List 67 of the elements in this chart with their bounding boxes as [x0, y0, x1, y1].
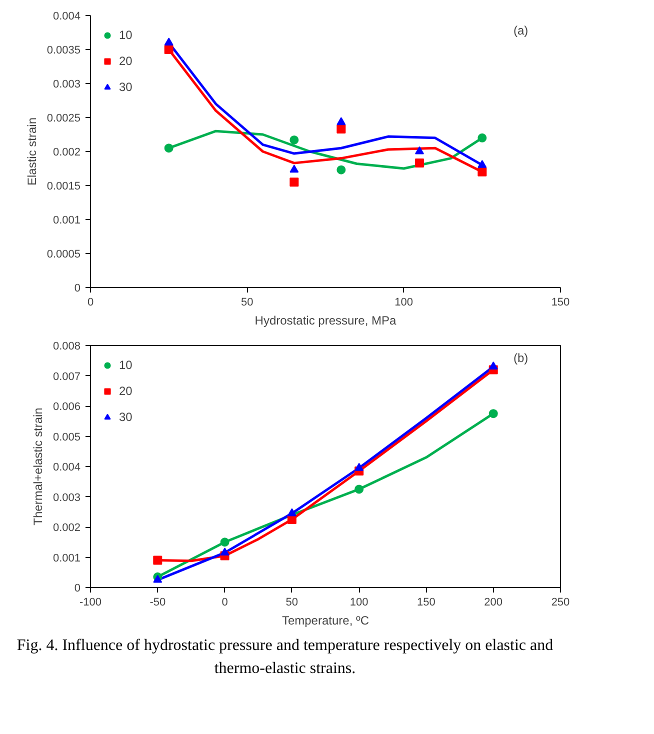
x-tick-label: 0: [87, 296, 94, 308]
y-axis-title: Elastic strain: [24, 117, 39, 186]
x-tick-label: 200: [484, 596, 503, 608]
y-tick-label: 0.001: [52, 214, 81, 226]
point: [478, 167, 487, 176]
x-tick-label: -50: [150, 596, 166, 608]
point: [164, 45, 174, 54]
point: [164, 144, 174, 153]
legend-label: 10: [119, 358, 134, 372]
legend-label: 20: [119, 384, 134, 398]
y-tick-label: 0: [74, 582, 81, 594]
point: [488, 362, 498, 370]
point: [336, 117, 346, 126]
y-tick-label: 0.002: [52, 522, 81, 534]
point: [290, 164, 299, 173]
y-tick-label: 0.003: [52, 492, 81, 504]
point: [220, 538, 230, 547]
annotation: (b): [514, 350, 528, 365]
point: [220, 548, 230, 556]
point: [287, 514, 296, 524]
point: [488, 409, 498, 418]
y-tick-label: 0.0015: [46, 180, 81, 192]
y-tick-label: 0.0035: [46, 44, 81, 56]
x-tick-label: 100: [394, 296, 414, 308]
y-tick-label: 0.004: [52, 10, 81, 22]
y-tick-label: 0.0025: [46, 112, 81, 124]
y-tick-label: 0.0005: [46, 248, 81, 260]
x-axis-title: Hydrostatic pressure, MPa: [254, 314, 397, 328]
y-tick-label: 0.008: [52, 340, 81, 352]
x-tick-label: 50: [286, 596, 298, 608]
y-tick-label: 0.004: [52, 462, 81, 474]
legend-label: 10: [119, 28, 134, 42]
x-tick-label: 150: [551, 296, 570, 308]
x-tick-label: -100: [79, 596, 102, 608]
point: [290, 135, 299, 144]
legend-label: 30: [119, 410, 134, 424]
y-tick-label: 0: [74, 282, 81, 294]
point: [415, 146, 424, 154]
legend-label: 30: [119, 80, 134, 94]
annotation: (a): [514, 23, 528, 38]
y-tick-label: 0.006: [52, 401, 81, 413]
x-tick-label: 250: [551, 596, 570, 608]
point: [153, 574, 162, 583]
point: [336, 165, 346, 174]
point: [336, 124, 346, 134]
point: [478, 133, 487, 142]
y-tick-label: 0.005: [52, 431, 81, 444]
point: [415, 158, 424, 168]
y-tick-label: 0.007: [52, 370, 81, 383]
legend-label: 20: [119, 54, 134, 68]
x-tick-label: 0: [222, 596, 228, 608]
x-tick-label: 50: [241, 296, 254, 308]
y-tick-label: 0.001: [52, 552, 81, 564]
x-tick-label: 150: [417, 596, 436, 608]
point: [164, 38, 174, 46]
point: [354, 462, 364, 471]
y-tick-label: 0.003: [52, 78, 81, 90]
point: [290, 178, 299, 187]
y-tick-label: 0.002: [52, 146, 81, 158]
point: [354, 484, 364, 494]
x-axis-title: Temperature, ºC: [282, 614, 370, 628]
point: [287, 508, 296, 516]
y-axis-title: Thermal+elastic strain: [30, 408, 45, 526]
x-tick-label: 100: [350, 596, 368, 608]
caption: Fig. 4. Influence of hydrostatic pressure and temperature respectively on elastic and thermo-elastic strains.: [16, 636, 554, 679]
point: [478, 160, 487, 168]
point: [153, 556, 162, 565]
